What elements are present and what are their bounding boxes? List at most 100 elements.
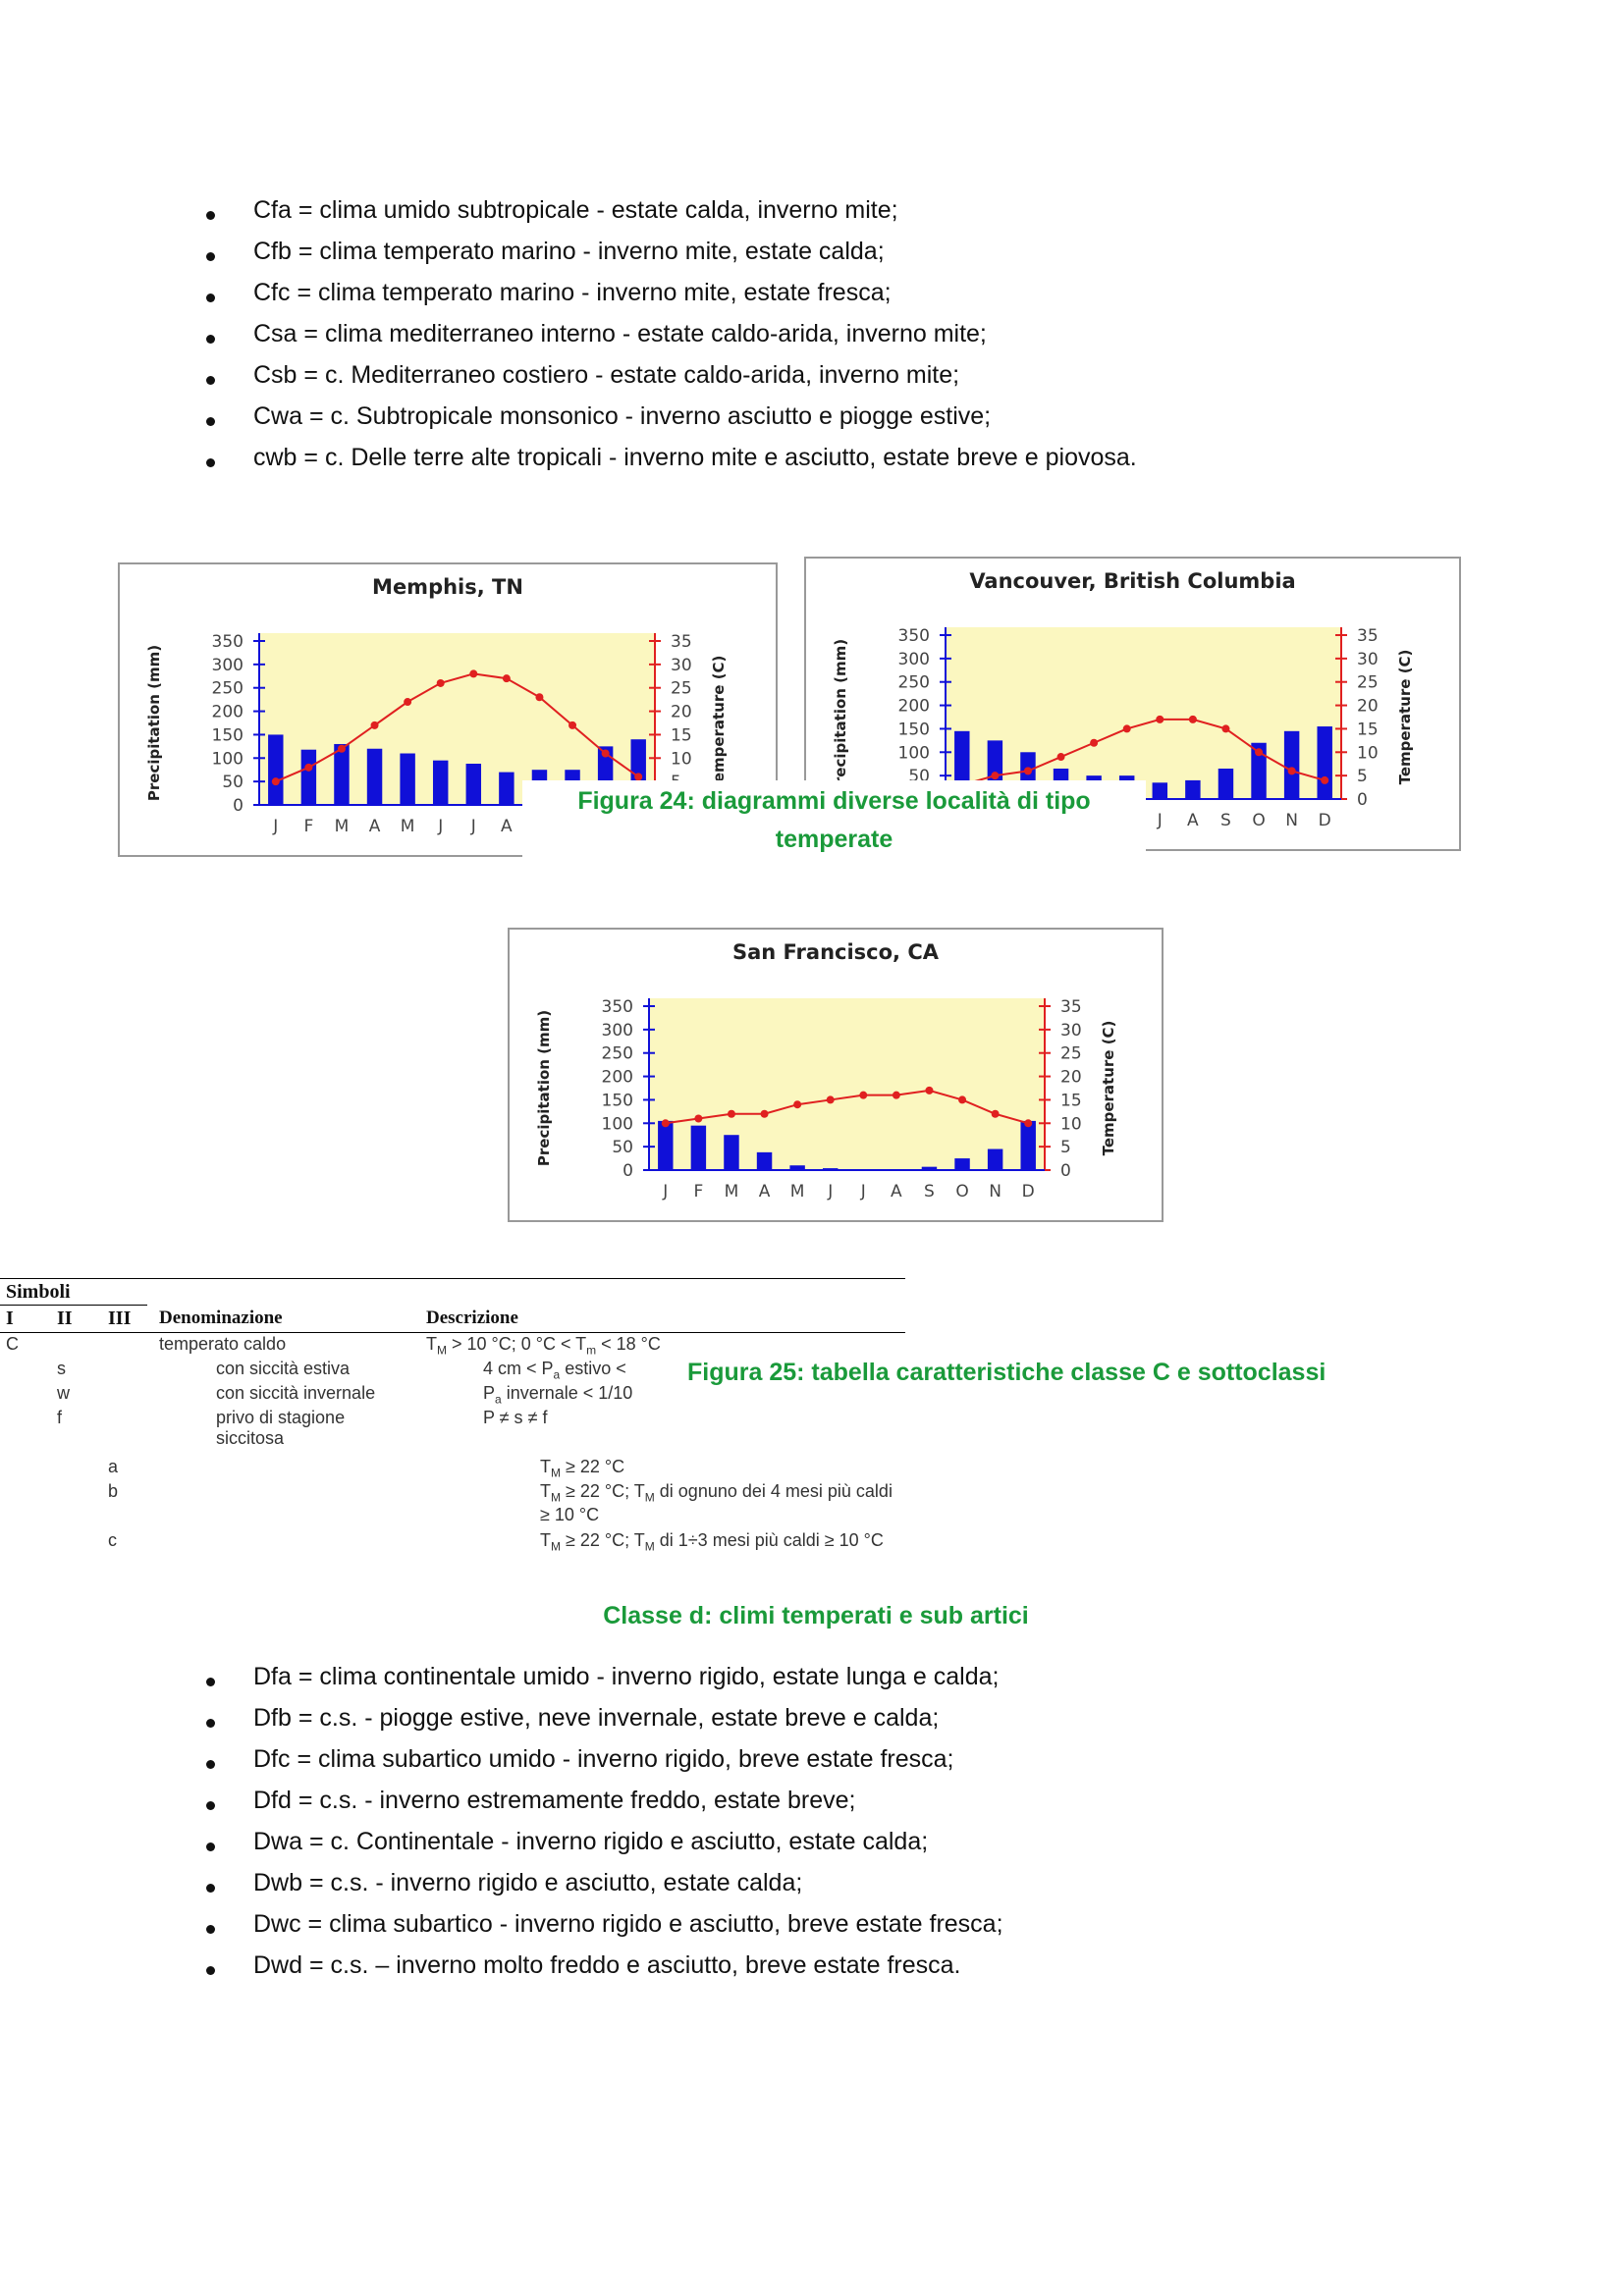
y2-tick-label: 25 [1060, 1044, 1082, 1064]
bullet [206, 1760, 215, 1769]
table-rule [0, 1278, 905, 1279]
bar [334, 743, 350, 805]
table-cell: privo di stagione siccitosa [216, 1408, 346, 1448]
y2-tick-label: 25 [1357, 673, 1379, 693]
bar [1152, 782, 1168, 799]
bar [432, 760, 449, 805]
x-tick-label: N [989, 1182, 1001, 1201]
cell-text: P ≠ s ≠ f [483, 1408, 548, 1427]
y-tick-label: 300 [898, 650, 930, 669]
cell-text: M [644, 1539, 655, 1554]
cell-text: < 18 °C [596, 1334, 661, 1354]
bar [1218, 768, 1234, 799]
x-tick-label: F [303, 817, 313, 836]
table-cell: con siccità invernale [216, 1383, 376, 1403]
y2-tick-label: 20 [1357, 697, 1379, 717]
list-item: Cfa = clima umido subtropicale - estate … [253, 196, 898, 224]
y-tick-label: 100 [212, 749, 244, 769]
y-tick-label: 150 [898, 720, 930, 739]
table-group-header: Simboli [6, 1281, 71, 1303]
x-tick-label: D [1022, 1182, 1035, 1201]
bar [789, 1165, 805, 1170]
y-tick-label: 350 [602, 997, 633, 1017]
point [535, 693, 544, 702]
point [337, 744, 346, 753]
point [1287, 767, 1296, 775]
x-tick-label: J [860, 1182, 866, 1201]
y2-tick-label: 25 [671, 679, 692, 699]
y2-tick-label: 10 [1357, 743, 1379, 763]
point [1122, 724, 1131, 733]
y-tick-label: 350 [212, 632, 244, 652]
bar [724, 1135, 739, 1170]
bullet [206, 252, 215, 261]
cell-text: a [553, 1367, 561, 1382]
cell-text: a [495, 1392, 502, 1407]
y-tick-label: 100 [898, 743, 930, 763]
list-item: Cfc = clima temperato marino - inverno m… [253, 279, 892, 306]
point [1056, 753, 1065, 762]
y2-tick-label: 5 [1357, 767, 1368, 786]
x-tick-label: O [1252, 811, 1265, 830]
point [1024, 1119, 1033, 1128]
cell-text: estivo < [560, 1359, 626, 1378]
x-tick-label: O [955, 1182, 968, 1201]
list-item: Dfc = clima subartico umido - inverno ri… [253, 1745, 954, 1773]
table-cell: TM ≥ 22 °C; TM di 1÷3 mesi più caldi ≥ 1… [540, 1530, 903, 1554]
cell-text: T [540, 1481, 551, 1501]
x-tick-label: J [437, 817, 443, 836]
y2-tick-label: 10 [671, 749, 692, 769]
bar [954, 1158, 970, 1170]
point [502, 674, 511, 683]
point [1023, 767, 1032, 775]
point [727, 1109, 735, 1118]
x-tick-label: D [1319, 811, 1331, 830]
point [1188, 715, 1197, 723]
y2-axis-label: Temperature (C) [710, 656, 728, 791]
point [271, 777, 280, 786]
point [1255, 748, 1264, 757]
cell-text: ≥ 22 °C; T [561, 1530, 645, 1550]
y-axis-label: Precipitation (mm) [145, 645, 163, 801]
bar [658, 1120, 674, 1170]
cell-text: M [644, 1490, 655, 1505]
plot-area [649, 998, 1045, 1170]
list-item: Dwa = c. Continentale - inverno rigido e… [253, 1828, 929, 1855]
bullet [206, 1719, 215, 1728]
chart-title: Vancouver, British Columbia [969, 569, 1295, 593]
line [665, 1089, 1029, 1125]
bar [756, 1151, 773, 1170]
x-tick-label: A [891, 1182, 902, 1201]
bar [921, 1166, 938, 1170]
cell-text: T [540, 1530, 551, 1550]
point [634, 773, 643, 781]
table-rule [0, 1332, 905, 1333]
bar [889, 1169, 904, 1170]
bar [1020, 1120, 1036, 1170]
x-tick-label: J [272, 817, 278, 836]
x-tick-label: M [790, 1182, 805, 1201]
bullet [206, 1678, 215, 1686]
cell-text: ≥ 22 °C; T [561, 1481, 645, 1501]
cell-text: di 1÷3 mesi più caldi ≥ 10 °C [654, 1530, 884, 1550]
point [370, 721, 379, 729]
bar [400, 753, 415, 805]
point [859, 1091, 868, 1099]
bar [690, 1125, 707, 1170]
y2-tick-label: 15 [1357, 720, 1379, 739]
figure-caption: Figura 25: tabella caratteristiche class… [687, 1359, 1326, 1386]
x-tick-label: F [693, 1182, 703, 1201]
y-tick-label: 100 [602, 1114, 633, 1134]
y2-axis-label: Temperature (C) [1100, 1021, 1117, 1156]
chart-svg: Memphis, TN Precipitation (mm) Temperature… [145, 575, 728, 836]
point [1090, 738, 1099, 747]
bullet [206, 335, 215, 344]
y-tick-label: 0 [623, 1161, 633, 1181]
list-item: Dwb = c.s. - inverno rigido e asciutto, … [253, 1869, 803, 1896]
x-tick-label: J [827, 1182, 833, 1201]
chart: Memphis, TN Precipitation (mm) Temperature… [118, 562, 778, 857]
y2-tick-label: 20 [671, 703, 692, 722]
chart-title: San Francisco, CA [732, 940, 940, 964]
table-cell: Pa invernale < 1/10 [483, 1383, 632, 1407]
y-tick-label: 0 [233, 796, 244, 816]
